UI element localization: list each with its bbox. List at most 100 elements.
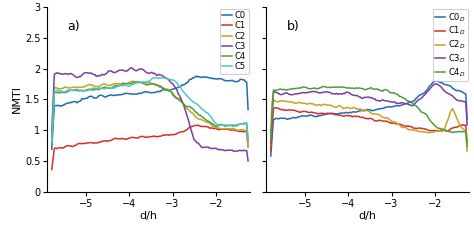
C4$_D$ (268, 140, 273, 142)
Y-axis label: NMTI: NMTI (12, 85, 22, 113)
Line: C0$_D$: C0$_D$ (271, 81, 467, 156)
C3 (153, 73, 159, 76)
C1 (49, 168, 55, 171)
C0$_D$ (332, 112, 338, 115)
C4 (136, 81, 142, 83)
C0$_D$ (371, 109, 376, 112)
C2 (49, 138, 55, 141)
C1 (195, 124, 201, 127)
C1 (245, 145, 251, 148)
C0$_D$ (268, 155, 273, 157)
C3 (128, 67, 134, 69)
C1$_D$ (347, 114, 353, 117)
C0 (49, 148, 55, 151)
C1$_D$ (372, 119, 378, 122)
Text: a): a) (68, 20, 80, 33)
X-axis label: d/h: d/h (359, 211, 377, 222)
C0 (184, 82, 190, 84)
Line: C3$_D$: C3$_D$ (271, 84, 467, 143)
Legend: C0, C1, C2, C3, C4, C5: C0, C1, C2, C3, C4, C5 (220, 9, 248, 74)
C2$_D$ (431, 131, 437, 133)
C5 (49, 141, 55, 143)
C0 (113, 94, 119, 97)
C0 (212, 77, 218, 80)
C1 (212, 127, 218, 130)
C0 (152, 91, 157, 94)
C2 (153, 84, 159, 87)
C1$_D$ (464, 140, 470, 143)
C3 (161, 75, 166, 78)
C0 (245, 108, 251, 111)
C3$_D$ (404, 102, 410, 105)
C3$_D$ (379, 99, 384, 102)
C4$_D$ (347, 87, 353, 89)
C2$_D$ (268, 131, 273, 134)
C4 (212, 124, 218, 127)
C4$_D$ (372, 88, 378, 91)
C2 (212, 126, 218, 129)
C2 (113, 82, 119, 85)
C4$_D$ (334, 86, 339, 88)
C0$_D$ (464, 118, 470, 120)
C5 (245, 139, 251, 141)
Line: C2$_D$: C2$_D$ (271, 100, 467, 151)
X-axis label: d/h: d/h (140, 211, 158, 222)
C4$_D$ (431, 124, 437, 126)
C1 (127, 137, 132, 140)
C4 (245, 139, 251, 142)
C1 (113, 137, 119, 140)
C2 (161, 87, 166, 90)
Line: C1$_D$: C1$_D$ (271, 108, 467, 151)
C4$_D$ (405, 100, 410, 102)
C5 (152, 76, 157, 79)
Line: C5: C5 (52, 78, 248, 142)
C2$_D$ (380, 116, 386, 119)
C5 (113, 86, 119, 88)
C3 (212, 147, 218, 149)
C4$_D$ (380, 90, 386, 93)
Line: C1: C1 (52, 125, 248, 170)
C3$_D$ (464, 124, 470, 126)
C2$_D$ (372, 112, 378, 115)
C2$_D$ (347, 107, 353, 110)
C3 (127, 68, 132, 70)
Line: C4$_D$: C4$_D$ (271, 86, 467, 146)
C0 (194, 75, 200, 77)
C2 (245, 145, 251, 148)
C2$_D$ (272, 99, 278, 102)
C0 (160, 89, 165, 91)
C3$_D$ (346, 91, 351, 94)
C4 (153, 83, 159, 86)
Line: C3: C3 (52, 68, 248, 161)
C2 (127, 81, 132, 83)
C1$_D$ (334, 113, 339, 116)
C3 (113, 70, 119, 73)
C4$_D$ (464, 145, 470, 148)
C5 (212, 121, 218, 124)
C1$_D$ (405, 125, 410, 127)
C0$_D$ (379, 107, 384, 110)
C0 (127, 92, 132, 95)
Line: C0: C0 (52, 76, 248, 149)
C4 (49, 141, 55, 144)
C4 (161, 87, 166, 90)
C1$_D$ (431, 129, 437, 132)
C2$_D$ (464, 150, 470, 152)
C1 (184, 128, 190, 131)
C3$_D$ (430, 84, 436, 87)
C1 (160, 134, 165, 137)
Text: b): b) (287, 20, 300, 33)
Line: C2: C2 (52, 81, 248, 146)
C0$_D$ (346, 112, 351, 114)
C5 (186, 96, 191, 99)
Line: C4: C4 (52, 82, 248, 142)
C2$_D$ (334, 106, 339, 109)
C3 (186, 120, 191, 122)
C2 (186, 109, 191, 111)
Legend: C0$_D$, C1$_D$, C2$_D$, C3$_D$, C4$_D$: C0$_D$, C1$_D$, C2$_D$, C3$_D$, C4$_D$ (433, 9, 467, 81)
C0$_D$ (434, 79, 440, 82)
C4$_D$ (320, 85, 326, 88)
C3 (49, 132, 55, 135)
C4 (186, 105, 191, 108)
C3$_D$ (371, 97, 376, 100)
